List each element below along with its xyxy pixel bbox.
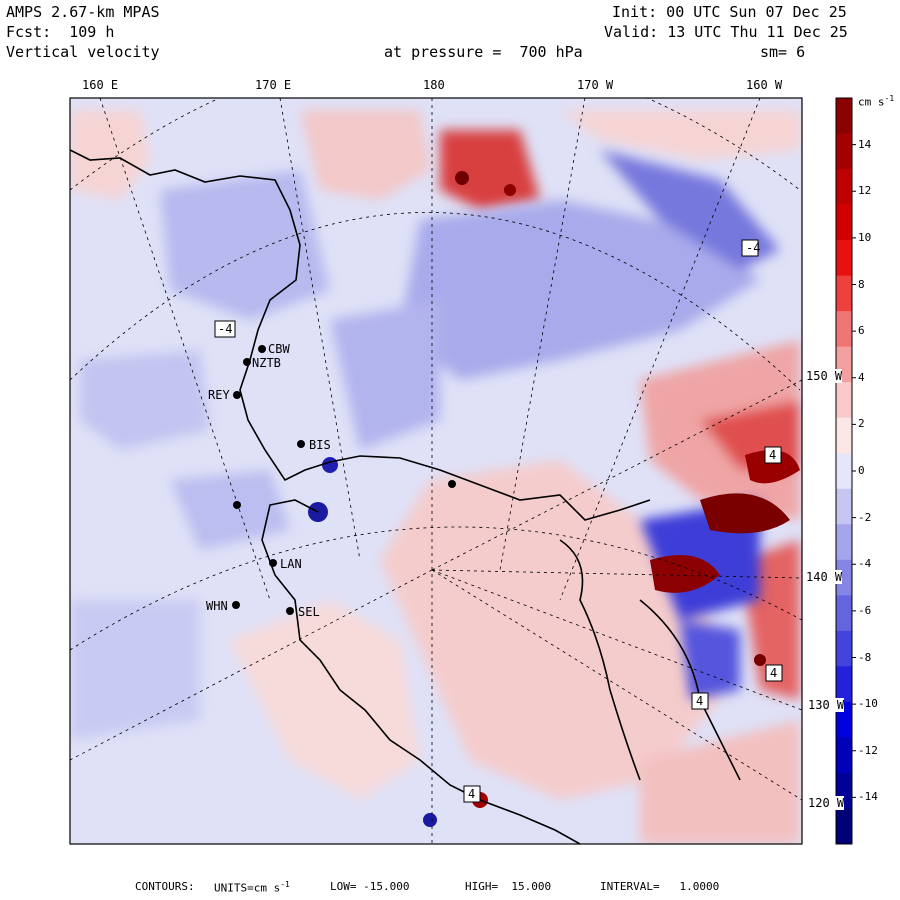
- model-title: AMPS 2.67-km MPAS: [6, 3, 160, 21]
- colorbar-swatch: [836, 275, 852, 312]
- lon-tick-180: 180: [423, 78, 445, 92]
- station-label-sel: SEL: [298, 605, 320, 619]
- colorbar-level-label: 2: [858, 417, 865, 431]
- extremum-label: 4: [769, 448, 777, 462]
- smoothing: sm= 6: [760, 43, 806, 61]
- map-field: [70, 98, 802, 844]
- colorbar-swatch: [836, 382, 852, 419]
- colorbar-level-label: 4: [858, 370, 865, 384]
- colorbar-level-label: 0: [858, 464, 865, 477]
- field-name: Vertical velocity: [6, 43, 160, 61]
- colorbar-swatch: [836, 453, 852, 490]
- extremum-box: [765, 664, 783, 682]
- colorbar-level-label: -2: [858, 510, 872, 524]
- station-dot-lan: [269, 559, 277, 567]
- station-label-whn: WHN: [206, 599, 228, 613]
- extremum-box: [764, 446, 782, 464]
- extremum-box: [691, 692, 709, 710]
- colorbar-level-label: -6: [858, 603, 872, 617]
- colorbar-swatch: [836, 737, 852, 774]
- colorbar-swatch: [836, 98, 852, 135]
- lon-tick-160e: 160 E: [82, 78, 119, 92]
- colorbar-swatch: [836, 133, 852, 170]
- lon-tick-160w: 160 W: [746, 78, 783, 92]
- footer-high: HIGH= 15.000: [465, 880, 552, 893]
- colorbar-swatch: [836, 559, 852, 596]
- lon-tick-140w: 140 W: [806, 570, 843, 584]
- lon-tick-170e: 170 E: [255, 78, 292, 92]
- init-time: Init: 00 UTC Sun 07 Dec 25: [612, 3, 847, 21]
- station-markers: [232, 345, 456, 615]
- footer-contours: CONTOURS:: [135, 880, 195, 893]
- colorbar-swatch: [836, 808, 852, 845]
- colorbar-swatch: [836, 595, 852, 632]
- colorbar-level-label: 12: [858, 184, 872, 198]
- station-dot-rey: [233, 391, 241, 399]
- station-label-nztb: NZTB: [252, 356, 281, 370]
- station-label-rey: REY: [208, 388, 230, 402]
- station-dot-sel: [286, 607, 294, 615]
- downward-motion-regions: [70, 150, 780, 740]
- footer-units: UNITS=cm s-1: [214, 880, 290, 895]
- extremum-box: [214, 320, 236, 338]
- lon-tick-170w: 170 W: [577, 78, 614, 92]
- colorbar-swatch: [836, 630, 852, 667]
- colorbar-level-label: -8: [858, 650, 872, 664]
- extremum-box: [741, 239, 759, 257]
- station-dot: [233, 501, 241, 509]
- valid-time: Valid: 13 UTC Thu 11 Dec 25: [604, 23, 848, 41]
- pressure-level: at pressure = 700 hPa: [384, 43, 583, 61]
- extrema-labels: [214, 239, 783, 803]
- colorbar-level-label: 6: [858, 324, 865, 338]
- footer-interval: INTERVAL= 1.0000: [600, 880, 720, 893]
- lon-tick-120w: 120 W: [808, 796, 845, 810]
- colorbar-swatch: [836, 311, 852, 348]
- station-dot-whn: [232, 601, 240, 609]
- lon-tick-150w: 150 W: [806, 369, 843, 383]
- colorbar-units: cm s-1: [858, 94, 895, 109]
- colorbar-level-label: 14: [858, 137, 872, 151]
- coastline: [70, 149, 741, 844]
- station-dot-nztb: [243, 358, 251, 366]
- extremum-label: -4: [218, 322, 233, 336]
- extremum-label: 4: [468, 787, 476, 801]
- extremum-label: -4: [746, 241, 761, 255]
- strong-cores: [308, 171, 800, 827]
- colorbar-swatch: [836, 524, 852, 561]
- station-label-bis: BIS: [309, 438, 331, 452]
- lon-tick-130w: 130 W: [808, 698, 845, 712]
- extremum-label: 4: [696, 694, 704, 708]
- colorbar-swatch: [836, 169, 852, 206]
- colorbar-level-label: -10: [858, 697, 878, 711]
- colorbar-swatch: [836, 666, 852, 703]
- station-label-cbw: CBW: [268, 342, 290, 356]
- colorbar: [835, 97, 856, 845]
- extremum-label: 4: [770, 666, 778, 680]
- map-frame: [69, 97, 803, 845]
- graticule: [70, 98, 802, 844]
- extremum-box: [463, 785, 481, 803]
- colorbar-swatch: [836, 488, 852, 525]
- colorbar-level-label: -14: [858, 790, 878, 804]
- colorbar-swatch: [836, 204, 852, 241]
- station-dot-cbw: [258, 345, 266, 353]
- colorbar-level-label: -12: [858, 743, 878, 757]
- station-dot: [448, 480, 456, 488]
- colorbar-level-label: 10: [858, 230, 872, 244]
- station-dot-bis: [297, 440, 305, 448]
- colorbar-level-label: 8: [858, 277, 865, 291]
- station-label-lan: LAN: [280, 557, 302, 571]
- forecast-hour: Fcst: 109 h: [6, 23, 115, 41]
- footer-low: LOW= -15.000: [330, 880, 410, 893]
- colorbar-level-label: -4: [858, 557, 872, 571]
- colorbar-swatch: [836, 240, 852, 277]
- colorbar-swatch: [836, 417, 852, 454]
